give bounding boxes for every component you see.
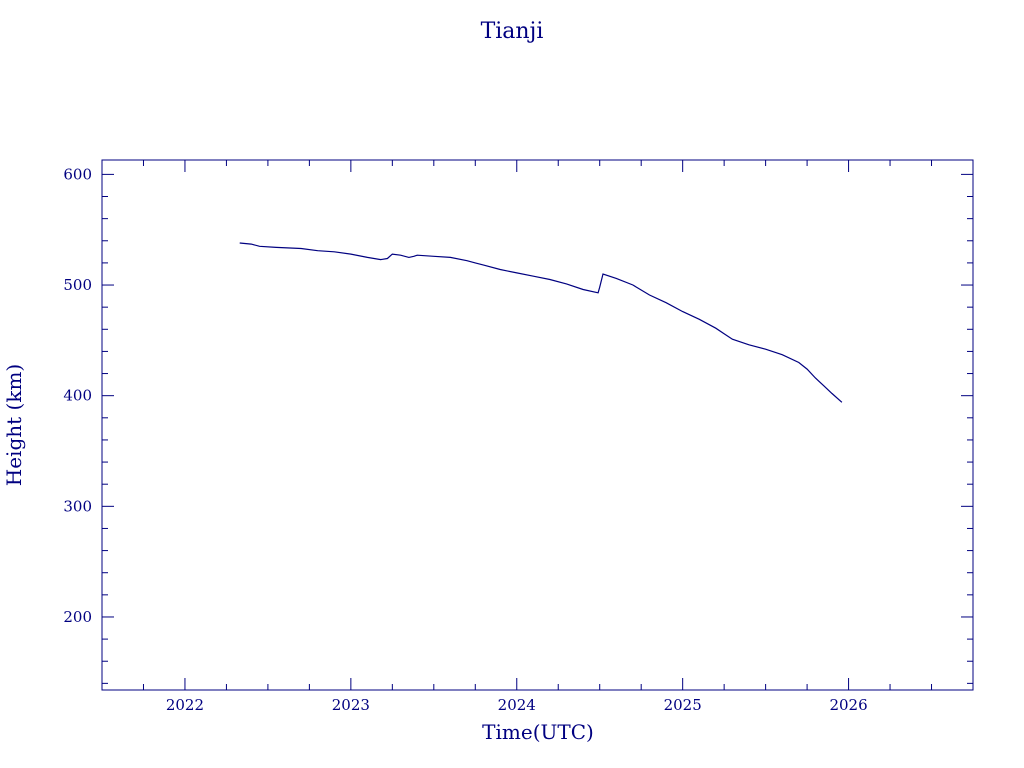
y-tick-label: 300 [63,497,92,515]
chart-title: Tianji [481,19,544,44]
x-tick-label: 2024 [498,696,536,714]
y-axis-ticks [102,173,973,684]
y-axis-tick-labels: 200 300 400 500 600 [63,165,92,626]
x-tick-label: 2022 [166,696,204,714]
x-axis-tick-labels: 2022 2023 2024 2025 2026 [166,696,868,714]
x-tick-label: 2023 [332,696,370,714]
y-tick-label: 400 [63,387,92,405]
x-tick-label: 2026 [829,696,867,714]
y-tick-label: 500 [63,276,92,294]
plot-frame [101,159,974,691]
y-axis-label: Height (km) [2,364,26,486]
x-tick-label: 2025 [664,696,702,714]
y-tick-label: 200 [63,608,92,626]
x-axis-ticks [101,160,974,690]
y-tick-label: 600 [63,165,92,183]
x-axis-label: Time(UTC) [482,720,594,744]
series-line-height [239,242,843,403]
